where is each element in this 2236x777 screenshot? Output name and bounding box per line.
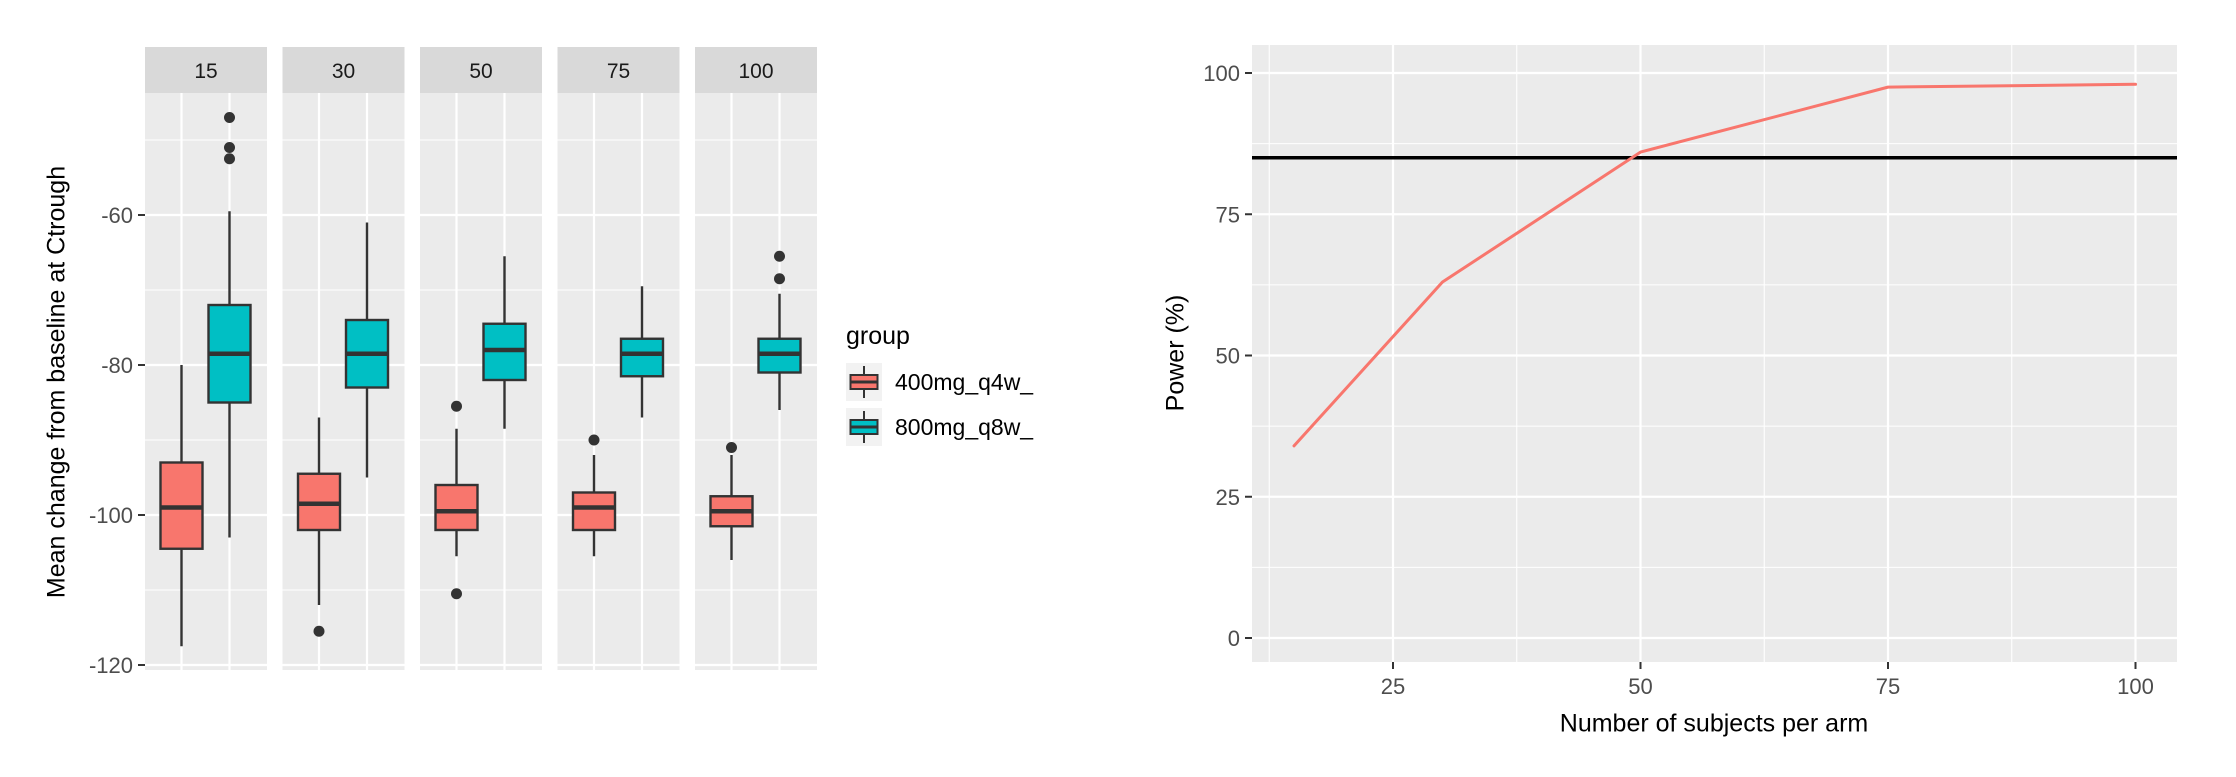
outlier-point: [313, 625, 325, 637]
y-tick-label: 50: [1216, 344, 1240, 369]
facet-strip: [557, 47, 680, 93]
facet-strip-label: 15: [194, 60, 217, 83]
facet-strip: [420, 47, 542, 93]
y-tick-label: -80: [101, 353, 133, 378]
outlier-point: [774, 250, 785, 262]
legend-item-400mg: 400mg_q4w_: [846, 363, 1033, 401]
facet-strip-label: 30: [332, 60, 355, 83]
facet-panel: [695, 93, 817, 670]
y-tick-label: 25: [1216, 485, 1240, 510]
legend-label-400mg: 400mg_q4w_: [895, 368, 1034, 395]
outlier-point: [588, 434, 600, 446]
facet-panel: [557, 93, 680, 670]
x-tick-label: 50: [1628, 674, 1652, 699]
facet-strip-label: 50: [469, 60, 492, 83]
facet-strip-label: 100: [738, 60, 773, 83]
facet-panel: [420, 93, 542, 670]
legend-item-800mg: 800mg_q8w_: [846, 408, 1033, 446]
outlier-point: [726, 442, 737, 453]
x-tick-label: 75: [1876, 674, 1900, 699]
y-tick-label: -100: [89, 503, 133, 528]
outlier-point: [224, 112, 235, 123]
facet-strip: [145, 47, 267, 93]
power-panel: [1252, 45, 2177, 662]
outlier-point: [451, 400, 462, 412]
legend: group 400mg_q4w_ 800mg_q8w_: [846, 322, 1033, 453]
outlier-point: [224, 142, 235, 153]
y-tick-label: 0: [1228, 626, 1240, 651]
outlier-point: [774, 273, 785, 285]
legend-title: group: [846, 322, 910, 350]
y-tick-label: -60: [101, 203, 133, 228]
boxplot-y-axis-title: Mean change from baseline at Ctrough: [42, 165, 71, 599]
legend-label-800mg: 800mg_q8w_: [895, 413, 1034, 440]
power-x-axis-title: Number of subjects per arm: [1559, 709, 1869, 738]
x-tick-label: 25: [1381, 674, 1405, 699]
power-curve-line: [1292, 82, 2137, 448]
y-tick-label: 100: [1203, 61, 1240, 86]
boxplot-key-400mg-icon: [846, 363, 882, 401]
box: [619, 337, 665, 378]
box: [434, 483, 479, 532]
facet-strip: [695, 47, 817, 93]
power-y-axis-title: Power (%): [1161, 294, 1190, 412]
facet-strip-label: 75: [607, 60, 630, 83]
y-tick-label: -120: [89, 653, 133, 678]
outlier-point: [451, 588, 462, 600]
facet-strip: [282, 47, 405, 93]
box: [571, 491, 617, 532]
x-tick-label: 100: [2117, 674, 2154, 699]
boxplot-key-800mg-icon: [846, 408, 882, 446]
outlier-point: [224, 153, 235, 165]
y-tick-label: 75: [1216, 202, 1240, 227]
